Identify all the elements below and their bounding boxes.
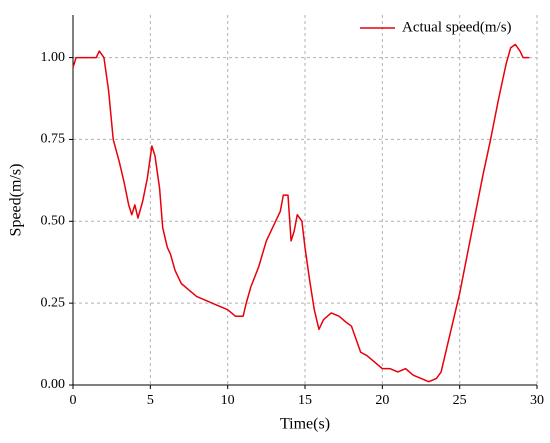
y-tick-label: 0.75: [41, 132, 66, 147]
x-tick-label: 30: [530, 393, 544, 408]
legend-label: Actual speed(m/s): [402, 19, 512, 35]
y-axis-label: Speed(m/s): [8, 164, 25, 237]
y-tick-label: 1.00: [41, 50, 66, 65]
y-tick-label: 0.50: [41, 214, 66, 229]
x-tick-label: 0: [70, 393, 77, 408]
x-tick-label: 25: [453, 393, 467, 408]
y-tick-label: 0.00: [41, 377, 66, 392]
x-tick-label: 15: [298, 393, 312, 408]
x-tick-label: 10: [221, 393, 235, 408]
y-tick-label: 0.25: [41, 295, 66, 310]
x-tick-label: 20: [375, 393, 389, 408]
x-axis-label: Time(s): [280, 416, 330, 433]
x-tick-label: 5: [147, 393, 154, 408]
data-line: [72, 43, 530, 383]
